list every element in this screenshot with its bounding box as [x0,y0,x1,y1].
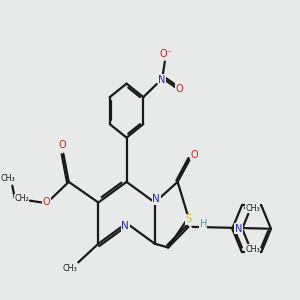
Text: CH₂: CH₂ [14,194,29,203]
Text: O: O [43,197,50,208]
Text: O: O [58,140,66,151]
Text: O: O [190,150,198,160]
Text: N: N [235,224,242,234]
Text: CH₃: CH₃ [245,204,260,213]
Text: H: H [200,219,207,229]
Text: N: N [158,74,166,85]
Text: O: O [175,83,183,94]
Text: CH₃: CH₃ [1,174,16,183]
Text: S: S [186,214,192,224]
Text: CH₃: CH₃ [63,264,77,273]
Text: O⁻: O⁻ [160,49,172,59]
Text: N: N [121,221,129,231]
Text: N: N [152,194,160,205]
Text: CH₃: CH₃ [245,245,260,254]
